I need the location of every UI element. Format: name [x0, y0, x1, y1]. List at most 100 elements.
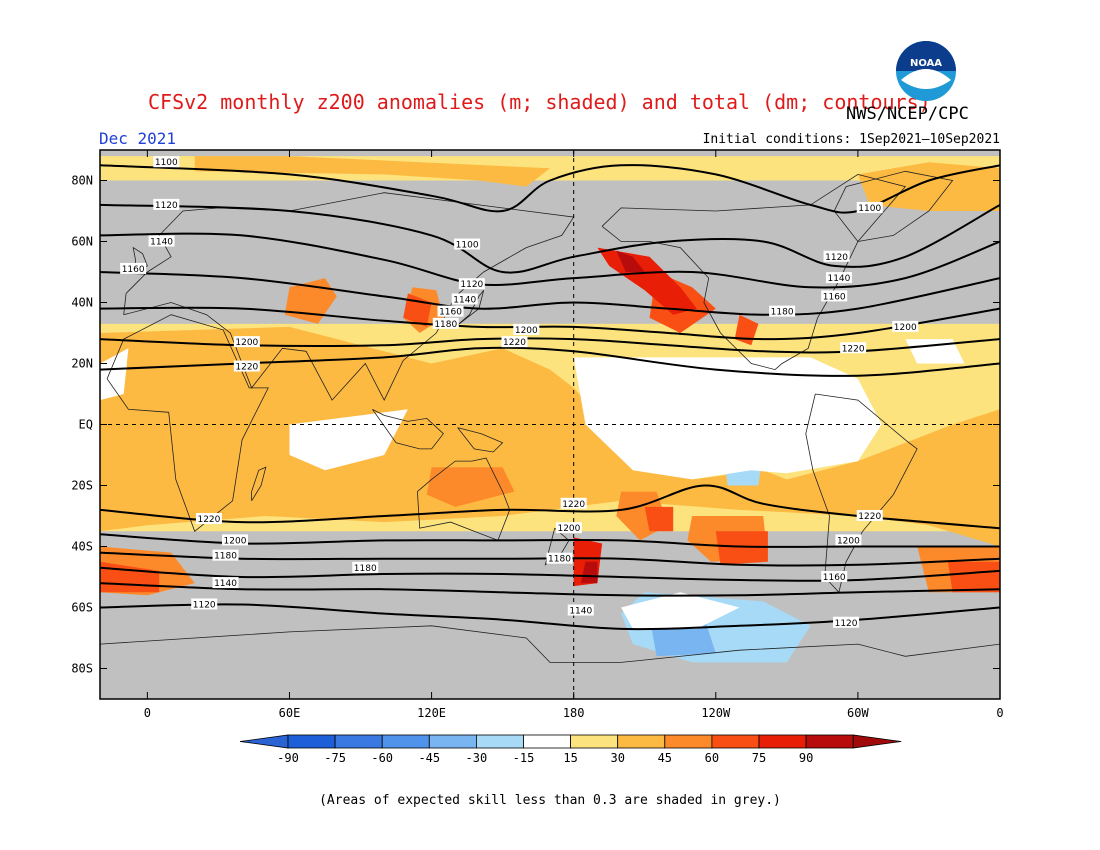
anomaly-shading — [100, 156, 1000, 663]
contour-label: 1200 — [894, 323, 917, 333]
lon-label: 120E — [417, 706, 446, 720]
contour-line — [100, 306, 1000, 341]
contour-line — [100, 484, 1000, 530]
contour-label-box — [437, 305, 464, 317]
contour-label-box — [352, 561, 379, 573]
colorbar-swatch — [475, 734, 524, 749]
colorbar-tick-label: 45 — [658, 751, 672, 765]
contour-line — [100, 337, 1000, 354]
contour-label-box — [821, 571, 848, 582]
coastline-madagascar — [251, 466, 267, 502]
contour-label: 1140 — [214, 579, 237, 589]
coastline-antarctica — [100, 625, 1000, 663]
contour-label: 1100 — [858, 204, 881, 214]
contour-label-box — [833, 616, 860, 628]
contour-label: 1160 — [823, 292, 846, 302]
colorbar-swatch — [523, 734, 571, 749]
contour-label: 1140 — [569, 607, 592, 617]
contour-label-box — [560, 497, 587, 509]
contour-label-box — [451, 293, 478, 305]
anomaly-region — [573, 357, 882, 480]
contour-label: 1180 — [354, 564, 377, 574]
contour-label-box — [823, 250, 850, 262]
chart-title: CFSv2 monthly z200 anomalies (m; shaded)… — [148, 90, 931, 114]
contour-label: 1100 — [155, 158, 178, 168]
noaa-logo-icon: NOAA — [896, 41, 956, 101]
contour-label: 1220 — [503, 338, 526, 348]
contour-label: 1220 — [842, 344, 865, 354]
contour-label-box — [840, 342, 867, 354]
contour-label: 1180 — [434, 320, 457, 330]
coastline-south-america — [805, 393, 918, 594]
colorbar-swatch — [711, 734, 760, 749]
contour-label-box — [555, 522, 582, 534]
lat-label: 60S — [71, 601, 93, 615]
contour-label-box — [233, 360, 260, 372]
coastline-australia — [417, 457, 511, 541]
contour-label-box — [191, 598, 218, 610]
lon-label: 120W — [701, 706, 731, 720]
lon-label: 0 — [144, 706, 151, 720]
colorbar-tick-label: 15 — [563, 751, 577, 765]
lat-label: 40S — [71, 540, 93, 554]
contour-label: 1120 — [193, 600, 216, 610]
contour-label-box — [432, 317, 459, 329]
anomaly-region — [947, 561, 1000, 593]
contour-label: 1180 — [548, 555, 571, 565]
lat-label: 60N — [71, 235, 93, 249]
contour-label-box — [212, 577, 239, 589]
contour-label-box — [233, 336, 260, 348]
contour-label-box — [856, 201, 883, 213]
contour-label: 1160 — [823, 573, 846, 583]
contour-label-box — [212, 549, 239, 561]
colorbar-tick-label: 60 — [705, 751, 719, 765]
colorbar-swatch — [381, 734, 430, 749]
contour-label-box — [546, 552, 573, 564]
colorbar-tick-label: -90 — [277, 751, 299, 765]
anomaly-region — [100, 348, 129, 401]
colorbar-swatch — [805, 734, 854, 749]
coastline-greenland — [833, 170, 954, 242]
contour-label-box — [454, 238, 481, 250]
colorbar-high-arrow — [852, 734, 902, 749]
contour-label: 1220 — [858, 512, 881, 522]
contour-label: 1120 — [155, 201, 178, 211]
contour-line — [100, 232, 1000, 289]
contour-label-box — [892, 320, 919, 332]
contour-label-box — [153, 156, 180, 168]
contour-label: 1180 — [214, 552, 237, 562]
colorbar-swatch — [570, 734, 619, 749]
contour-label: 1180 — [771, 308, 794, 318]
coastline-new-guinea — [457, 427, 504, 453]
contour-label-box — [120, 262, 147, 274]
colorbar-swatch — [617, 734, 666, 749]
contour-label-box — [222, 534, 248, 546]
lon-label: 0 — [996, 706, 1003, 720]
contour-label: 1220 — [197, 515, 220, 525]
agency-label: NWS/NCEP/CPC — [846, 104, 969, 124]
contour-label: 1200 — [235, 338, 258, 348]
lat-label: EQ — [79, 418, 93, 432]
lon-label: 60W — [847, 706, 869, 720]
contour-label: 1200 — [224, 536, 247, 546]
anomaly-region — [580, 561, 598, 584]
lon-label: 60E — [279, 706, 301, 720]
anomaly-region — [616, 250, 645, 272]
contour-line — [100, 271, 1000, 316]
anomaly-region — [194, 156, 550, 187]
colorbar-tick-label: -45 — [418, 751, 440, 765]
lat-label: 20N — [71, 357, 93, 371]
contour-label-box — [769, 305, 796, 317]
colorbar-tick-label: -15 — [513, 751, 535, 765]
colorbar-tick-label: -30 — [466, 751, 488, 765]
contour-label: 1140 — [150, 238, 173, 248]
lat-label: 20S — [71, 479, 93, 493]
coastline-africa — [106, 314, 269, 532]
coastline-eurasia — [123, 192, 575, 401]
contour-line — [100, 203, 1000, 274]
axis-ticks: 80N 60N 40N 20N EQ 20S 40S 60S 80S 0 60E 120E 180 120… — [71, 150, 1004, 720]
contour-label: 1140 — [453, 295, 476, 305]
colorbar-swatch — [664, 734, 713, 749]
